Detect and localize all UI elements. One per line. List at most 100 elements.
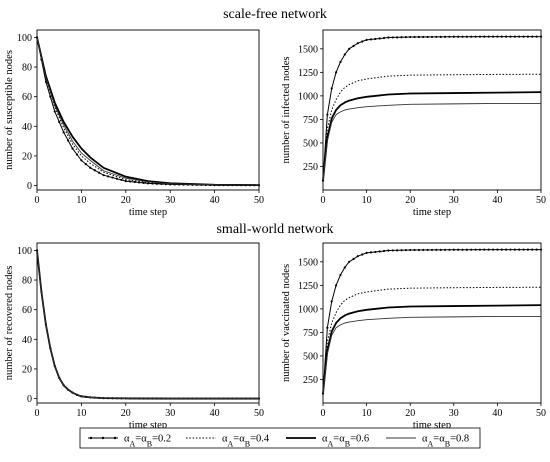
series-point-1 [352,257,355,261]
series-point-1 [478,248,482,251]
series-point-1 [426,35,429,39]
series-point-1 [413,35,416,39]
x-tick-label: 30 [165,195,175,206]
series-point-1 [378,250,381,253]
y-tick-label: 1250 [298,68,318,79]
series-point-1 [491,248,495,251]
x-tick-label: 30 [449,195,459,206]
legend-swatch-marker [89,436,93,440]
series-point-1 [106,175,110,178]
axes-frame [36,29,260,191]
series-point-1 [518,248,521,251]
y-tick-label: 60 [22,92,32,103]
series-point-1 [374,37,377,41]
legend-text-part: α [422,434,428,445]
legend-label-4: αA=αB=0.8 [422,434,469,449]
series-point-1 [522,248,525,251]
series-point-1 [526,248,530,251]
series-point-1 [404,249,407,252]
x-tick-label: 20 [121,408,131,419]
series-point-1 [500,248,503,251]
series-point-1 [539,35,543,38]
legend-text-part: =α [433,434,445,445]
y-tick-label: 100 [17,33,32,44]
series-point-1 [334,284,338,287]
legend-label-2: αA=αB=0.4 [222,434,270,449]
series-point-1 [531,35,534,38]
x-tick-label: 0 [35,195,40,206]
series-point-1 [505,35,508,38]
series-point-1 [98,171,101,174]
series-point-1 [426,248,429,252]
series-point-1 [382,249,386,253]
series-line-4 [322,315,541,394]
series-point-1 [452,248,455,251]
series-point-1 [422,248,425,252]
series-point-1 [522,35,525,38]
series-line-3 [322,91,542,181]
legend-text-part: B [147,439,152,448]
series-point-1 [491,35,495,38]
y-tick-label: 100 [17,246,32,257]
x-tick-label: 10 [76,195,86,206]
series-point-1 [58,120,61,123]
x-tick-label: 0 [35,408,40,419]
series-point-1 [509,248,512,251]
series-point-1 [369,38,373,41]
legend-text-part: A [228,439,234,448]
legend-text-part: =0.6 [350,434,369,445]
y-tick-label: 500 [303,351,318,362]
x-tick-label: 50 [536,195,546,206]
series-point-1 [474,248,477,251]
x-tick-label: 50 [536,408,546,419]
y-tick-label: 80 [22,63,32,74]
series-point-1 [404,36,407,39]
series-point-1 [343,266,346,269]
y-tick-label: 1250 [298,281,318,292]
series-line-2 [36,250,259,400]
legend-text-part: B [345,439,350,448]
x-tick-label: 40 [210,408,220,419]
series-line-1 [36,250,259,400]
series-point-1 [369,251,373,254]
series-point-1 [378,37,381,40]
legend-text-part: =α [333,434,345,445]
y-axis-label: number of infected nodes [281,56,292,163]
series-point-1 [505,248,508,251]
chart-susceptible-nodes: 0 10 20 30 40 50 0 20 40 60 80 100 time step number o… [4,29,264,218]
legend-swatch-marker [101,436,105,440]
y-tick-label: 40 [22,122,32,133]
series-point-1 [518,35,521,38]
x-tick-label: 40 [210,195,220,206]
series-point-1 [478,35,482,38]
series-point-1 [461,35,464,38]
x-tick-label: 20 [405,195,415,206]
series-point-1 [80,159,83,162]
series-point-1 [361,40,364,43]
legend: αA=αB=0.2 αA=αB=0.4 αA=αB=0.6 αA=αB=0.8 [79,427,481,449]
legend-text-part: A [130,439,136,448]
series-point-1 [443,35,447,38]
series-point-1 [396,36,399,39]
legend-swatch-marker [113,436,117,440]
series-point-1 [417,35,421,39]
series-point-1 [409,35,412,39]
series-point-1 [513,35,516,38]
y-tick-label: 750 [303,115,318,126]
legend-text-part: B [245,439,250,448]
series-point-1 [326,113,329,116]
x-tick-label: 50 [254,195,264,206]
series-point-1 [435,248,438,251]
series-point-1 [93,169,96,172]
series-point-1 [330,87,333,90]
series-point-1 [409,248,412,252]
series-point-1 [539,248,543,251]
x-axis-label: time step [413,420,451,431]
series-line-3 [36,250,259,400]
series-point-1 [348,47,351,50]
series-point-1 [391,249,394,252]
x-tick-label: 20 [405,408,415,419]
series-point-1 [509,35,512,38]
series-line-2 [36,37,260,186]
x-axis-label: time step [413,207,451,218]
